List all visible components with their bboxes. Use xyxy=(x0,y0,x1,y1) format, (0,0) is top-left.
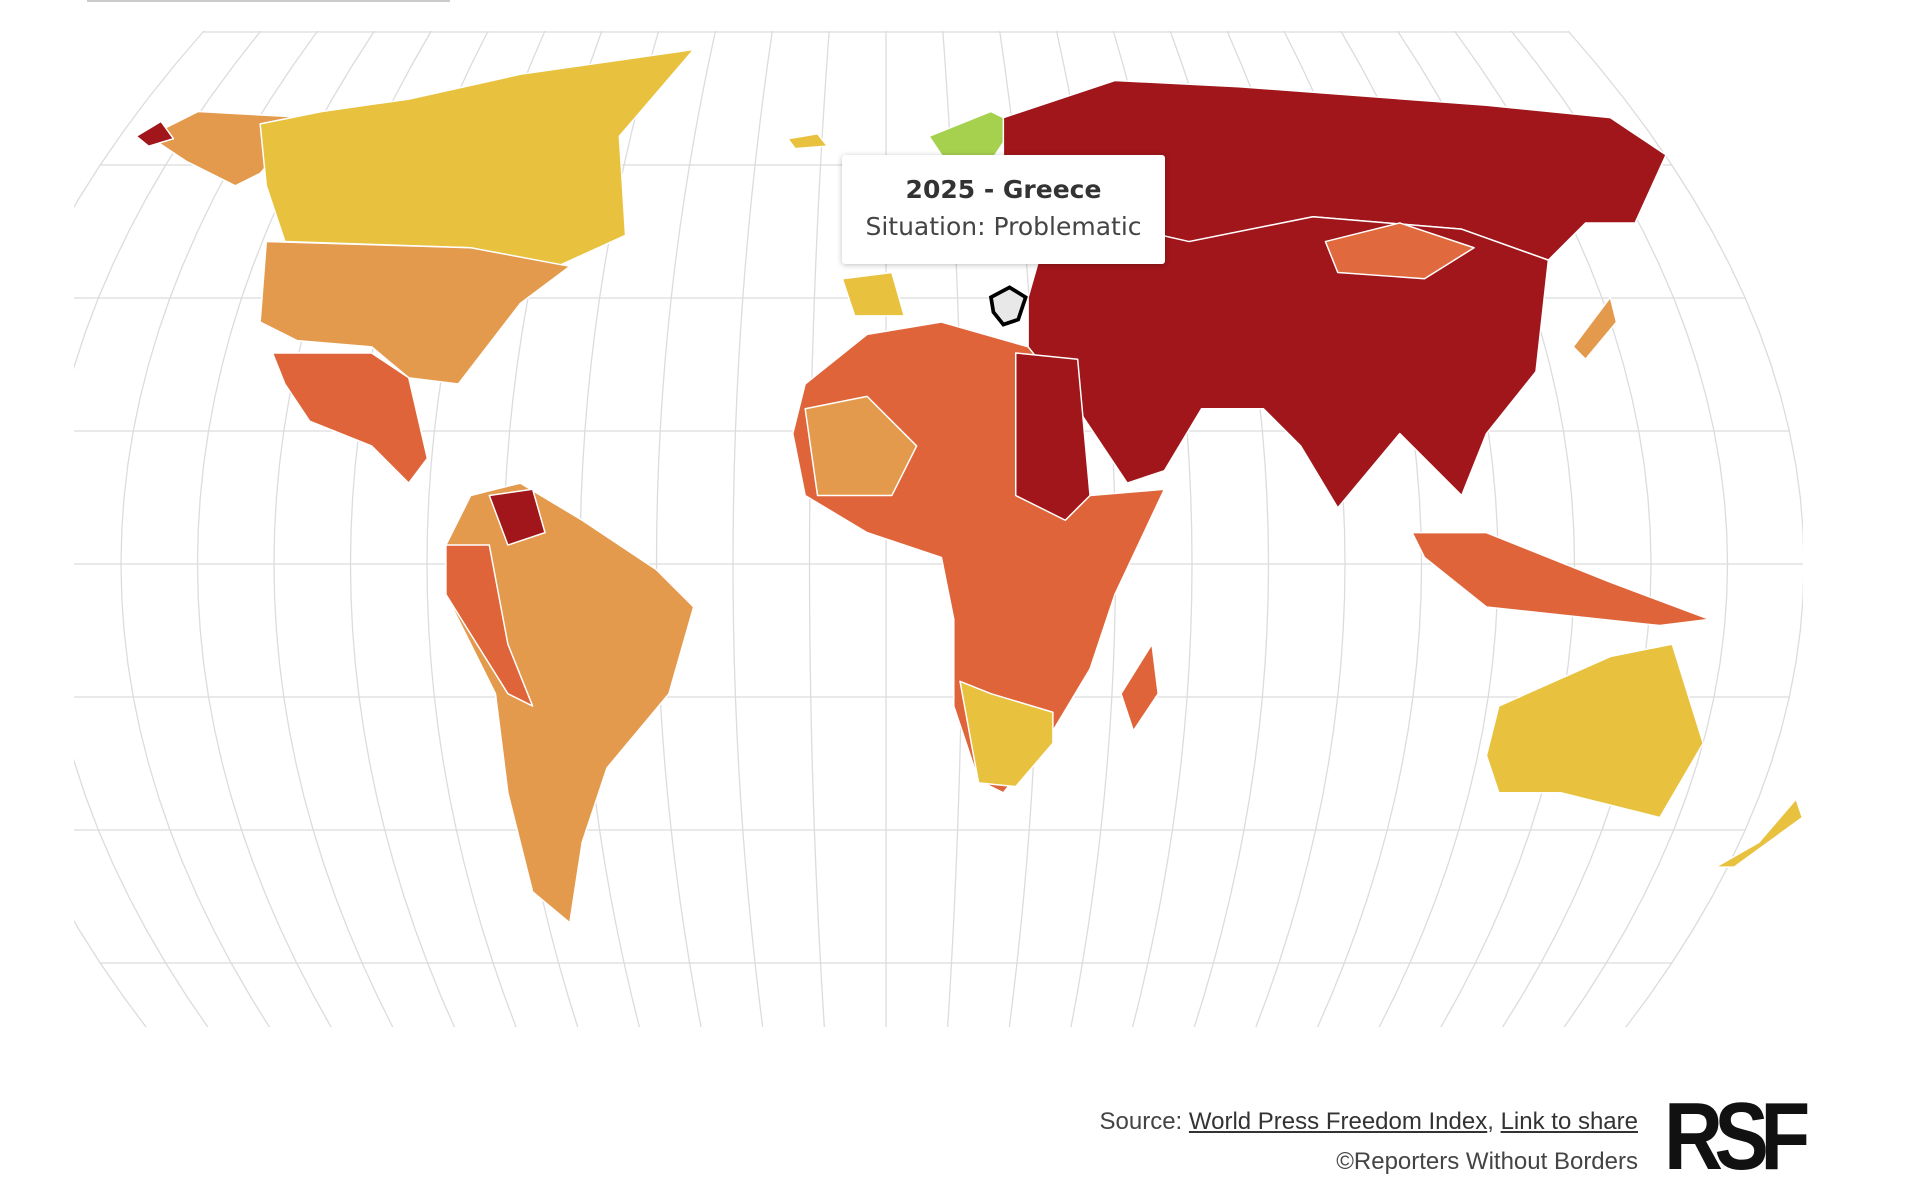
separator: , xyxy=(1487,1108,1494,1135)
united-states[interactable] xyxy=(259,240,571,385)
greece[interactable] xyxy=(988,285,1028,327)
source-line: Source: World Press Freedom Index, Link … xyxy=(1100,1102,1639,1142)
mexico[interactable] xyxy=(271,352,429,484)
source-link[interactable]: World Press Freedom Index xyxy=(1188,1108,1488,1135)
iceland[interactable] xyxy=(787,133,829,150)
venezuela[interactable] xyxy=(488,488,546,546)
graticule-line xyxy=(74,31,205,1027)
countries xyxy=(135,48,1804,924)
copyright: ©Reporters Without Borders xyxy=(1336,1148,1638,1175)
south-east-asia-islands[interactable] xyxy=(1411,531,1711,627)
tooltip-text: Situation: Problematic xyxy=(865,212,1142,241)
tooltip: 2025 - Greece Situation: Problematic xyxy=(842,155,1165,264)
world-map xyxy=(74,0,1804,1027)
japan[interactable] xyxy=(1572,296,1618,360)
south-america[interactable] xyxy=(445,482,695,924)
graticule-line xyxy=(1567,31,1803,1027)
graticule-line xyxy=(732,31,773,1027)
tooltip-title: 2025 - Greece xyxy=(905,175,1102,204)
graticule-line xyxy=(74,31,262,1027)
madagascar[interactable] xyxy=(1120,643,1159,732)
new-zealand[interactable] xyxy=(1714,798,1804,868)
canada[interactable] xyxy=(259,48,695,268)
source-prefix: Source: xyxy=(1099,1108,1183,1135)
footer: Source: World Press Freedom Index, Link … xyxy=(1100,1102,1639,1182)
logo[interactable]: RSF xyxy=(1664,1083,1810,1190)
southern-africa[interactable] xyxy=(959,680,1054,788)
sudan-egypt[interactable] xyxy=(1014,352,1091,521)
graticule-line xyxy=(808,31,830,1027)
iberia[interactable] xyxy=(841,271,905,317)
share-link[interactable]: Link to share xyxy=(1500,1108,1638,1135)
australia[interactable] xyxy=(1485,643,1704,819)
chukotka[interactable] xyxy=(135,120,175,147)
graticule-line xyxy=(655,31,717,1027)
andes[interactable] xyxy=(445,544,534,707)
west-africa[interactable] xyxy=(804,395,918,497)
mongolia[interactable] xyxy=(1324,222,1475,280)
